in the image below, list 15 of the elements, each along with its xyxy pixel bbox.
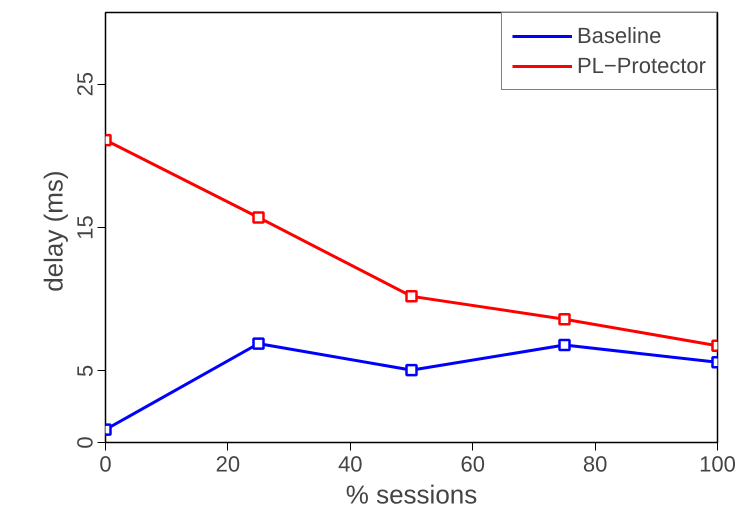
point bbox=[405, 290, 418, 303]
x-tick-label: 40 bbox=[338, 452, 363, 476]
y-tick-label: 25 bbox=[72, 72, 98, 96]
y-tick-label: 5 bbox=[72, 364, 98, 377]
x-tick-label: 20 bbox=[216, 452, 240, 476]
y-tick-label: 15 bbox=[72, 215, 98, 240]
legend-label: Baseline bbox=[576, 23, 662, 49]
x-axis-title: % sessions bbox=[346, 480, 478, 510]
point bbox=[405, 364, 418, 376]
y-tick-label: 0 bbox=[72, 436, 98, 449]
y-axis-title: delay (ms) bbox=[38, 170, 68, 292]
legend-label: PL−Protector bbox=[576, 53, 706, 79]
x-tick-label: 80 bbox=[582, 452, 608, 476]
x-tick-label: 100 bbox=[699, 452, 736, 476]
x-tick-label: 60 bbox=[460, 452, 485, 476]
